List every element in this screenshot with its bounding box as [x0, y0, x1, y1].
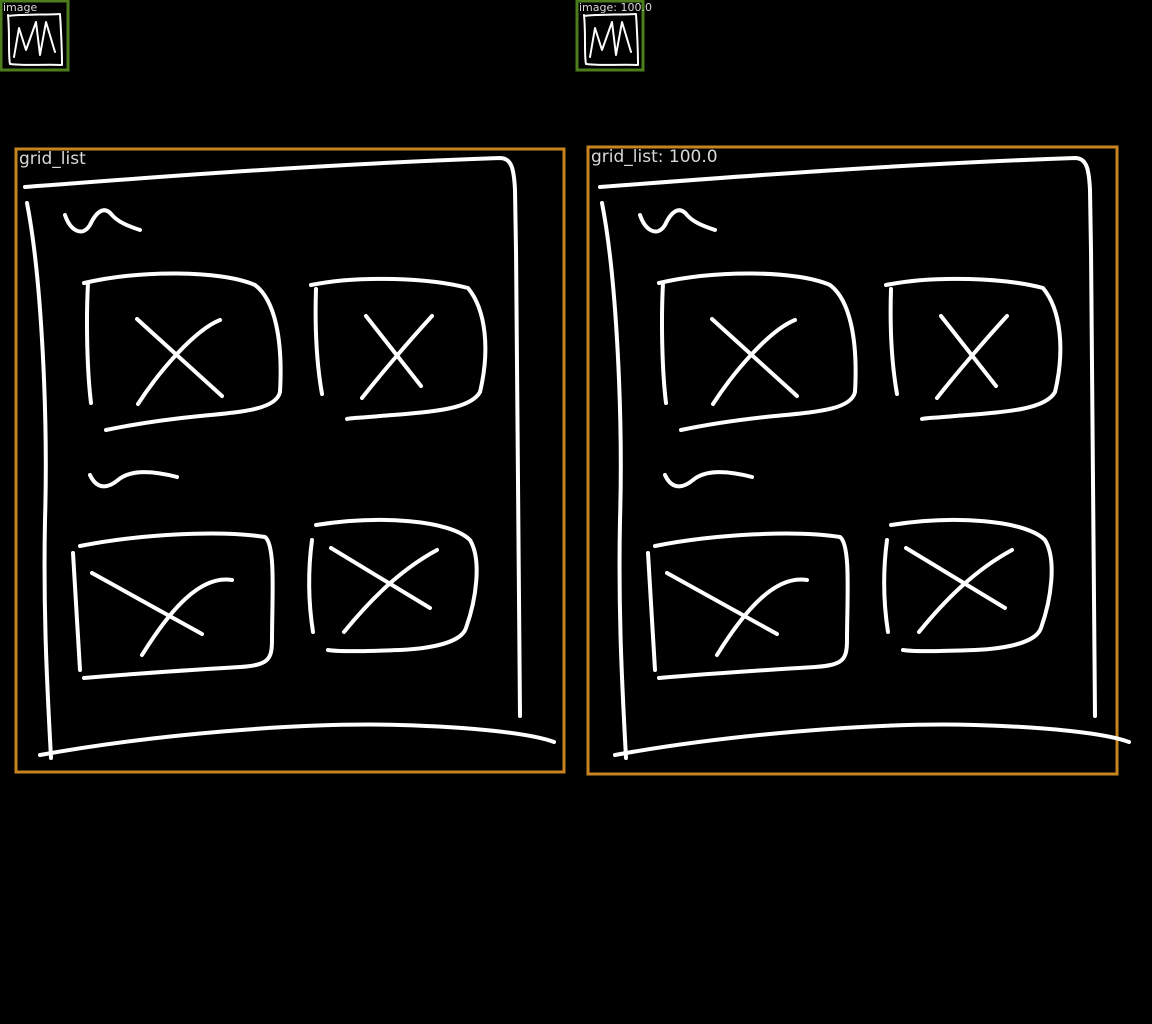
grid-list-label: grid_list — [19, 149, 86, 169]
grid-list-sketch — [23, 156, 556, 760]
right-annotation-panel — [575, 0, 1131, 776]
image-thumbnail-sketch — [583, 13, 639, 66]
left-annotation-panel — [0, 0, 566, 774]
image-bounding-box — [575, 0, 645, 72]
image-score-label: image: 100.0 — [579, 1, 652, 14]
grid-list-sketch — [598, 156, 1131, 760]
image-thumbnail-sketch — [7, 13, 63, 66]
grid-list-bounding-box — [586, 145, 1119, 776]
grid-list-bounding-box — [14, 147, 566, 774]
image-label: image — [3, 1, 38, 14]
image-bounding-box — [0, 0, 70, 72]
grid-list-score-label: grid_list: 100.0 — [591, 147, 718, 167]
